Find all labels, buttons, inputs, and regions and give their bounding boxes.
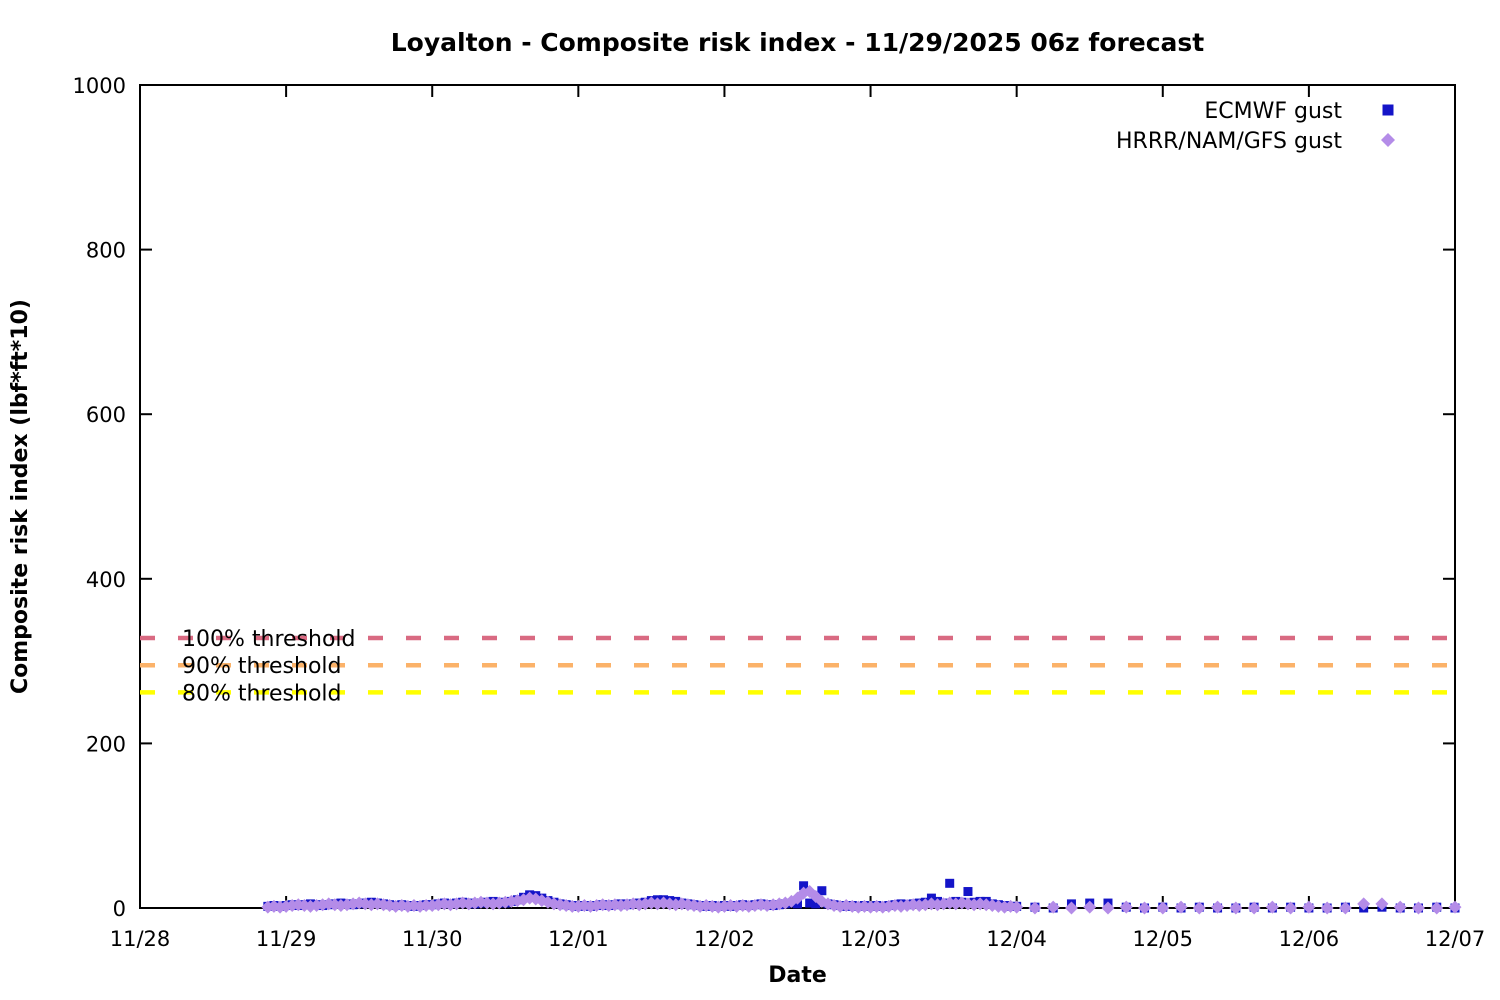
hrrr-nam-gfs-point bbox=[1119, 900, 1133, 914]
threshold-label: 100% threshold bbox=[182, 627, 356, 652]
x-tick-label: 12/06 bbox=[1279, 927, 1340, 951]
legend-marker-ecmwf bbox=[1382, 104, 1394, 116]
x-tick-label: 11/28 bbox=[110, 927, 171, 951]
hrrr-nam-gfs-point bbox=[1411, 901, 1425, 915]
x-tick-label: 11/29 bbox=[256, 927, 317, 951]
threshold-label: 80% threshold bbox=[182, 681, 342, 706]
hrrr-nam-gfs-point bbox=[1211, 900, 1225, 914]
hrrr-nam-gfs-point bbox=[1430, 901, 1444, 915]
legend-label-hrrr-nam-gfs: HRRR/NAM/GFS gust bbox=[1116, 129, 1342, 154]
x-tick-label: 12/01 bbox=[548, 927, 609, 951]
hrrr-nam-gfs-point bbox=[1229, 901, 1243, 915]
hrrr-nam-gfs-point bbox=[1265, 900, 1279, 914]
hrrr-nam-gfs-point bbox=[1192, 901, 1206, 915]
legend-label-ecmwf: ECMWF gust bbox=[1204, 99, 1342, 124]
hrrr-nam-gfs-point bbox=[1064, 901, 1078, 915]
hrrr-nam-gfs-point bbox=[1156, 901, 1170, 915]
ecmwf-gust-point bbox=[811, 899, 821, 909]
y-tick-label: 400 bbox=[86, 568, 126, 592]
hrrr-nam-gfs-point bbox=[1393, 900, 1407, 914]
ecmwf-gust-point bbox=[817, 886, 827, 896]
y-tick-label: 800 bbox=[86, 239, 126, 263]
hrrr-nam-gfs-point bbox=[1375, 897, 1389, 911]
y-tick-label: 200 bbox=[86, 732, 126, 756]
hrrr-nam-gfs-point bbox=[1448, 900, 1462, 914]
y-tick-label: 0 bbox=[113, 897, 126, 921]
x-tick-label: 12/05 bbox=[1133, 927, 1194, 951]
ecmwf-gust-point bbox=[963, 887, 973, 897]
hrrr-nam-gfs-point bbox=[1247, 901, 1261, 915]
legend-marker-hrrr-nam-gfs bbox=[1381, 133, 1395, 147]
ecmwf-gust-point bbox=[945, 878, 955, 888]
x-axis-title: Date bbox=[768, 963, 827, 988]
y-tick-label: 600 bbox=[86, 403, 126, 427]
hrrr-nam-gfs-point bbox=[1174, 900, 1188, 914]
chart-title: Loyalton - Composite risk index - 11/29/… bbox=[390, 28, 1205, 57]
ecmwf-gust-point bbox=[805, 898, 815, 908]
ecmwf-gust-point bbox=[799, 881, 809, 891]
threshold-label: 90% threshold bbox=[182, 654, 342, 679]
y-tick-label: 1000 bbox=[73, 74, 126, 98]
hrrr-nam-gfs-point bbox=[1138, 901, 1152, 915]
hrrr-nam-gfs-point bbox=[1302, 900, 1316, 914]
x-tick-label: 12/02 bbox=[694, 927, 755, 951]
x-tick-label: 11/30 bbox=[402, 927, 463, 951]
plot-border bbox=[139, 84, 1456, 909]
hrrr-nam-gfs-point bbox=[1284, 901, 1298, 915]
hrrr-nam-gfs-point bbox=[1101, 901, 1115, 915]
hrrr-nam-gfs-point bbox=[1357, 897, 1371, 911]
hrrr-nam-gfs-point bbox=[1028, 901, 1042, 915]
hrrr-nam-gfs-point bbox=[1046, 900, 1060, 914]
hrrr-nam-gfs-point bbox=[1010, 900, 1024, 914]
x-tick-label: 12/04 bbox=[986, 927, 1047, 951]
hrrr-nam-gfs-point bbox=[1083, 900, 1097, 914]
hrrr-nam-gfs-point bbox=[1320, 901, 1334, 915]
x-tick-label: 12/07 bbox=[1425, 927, 1486, 951]
x-tick-label: 12/03 bbox=[840, 927, 901, 951]
hrrr-nam-gfs-point bbox=[1338, 901, 1352, 915]
